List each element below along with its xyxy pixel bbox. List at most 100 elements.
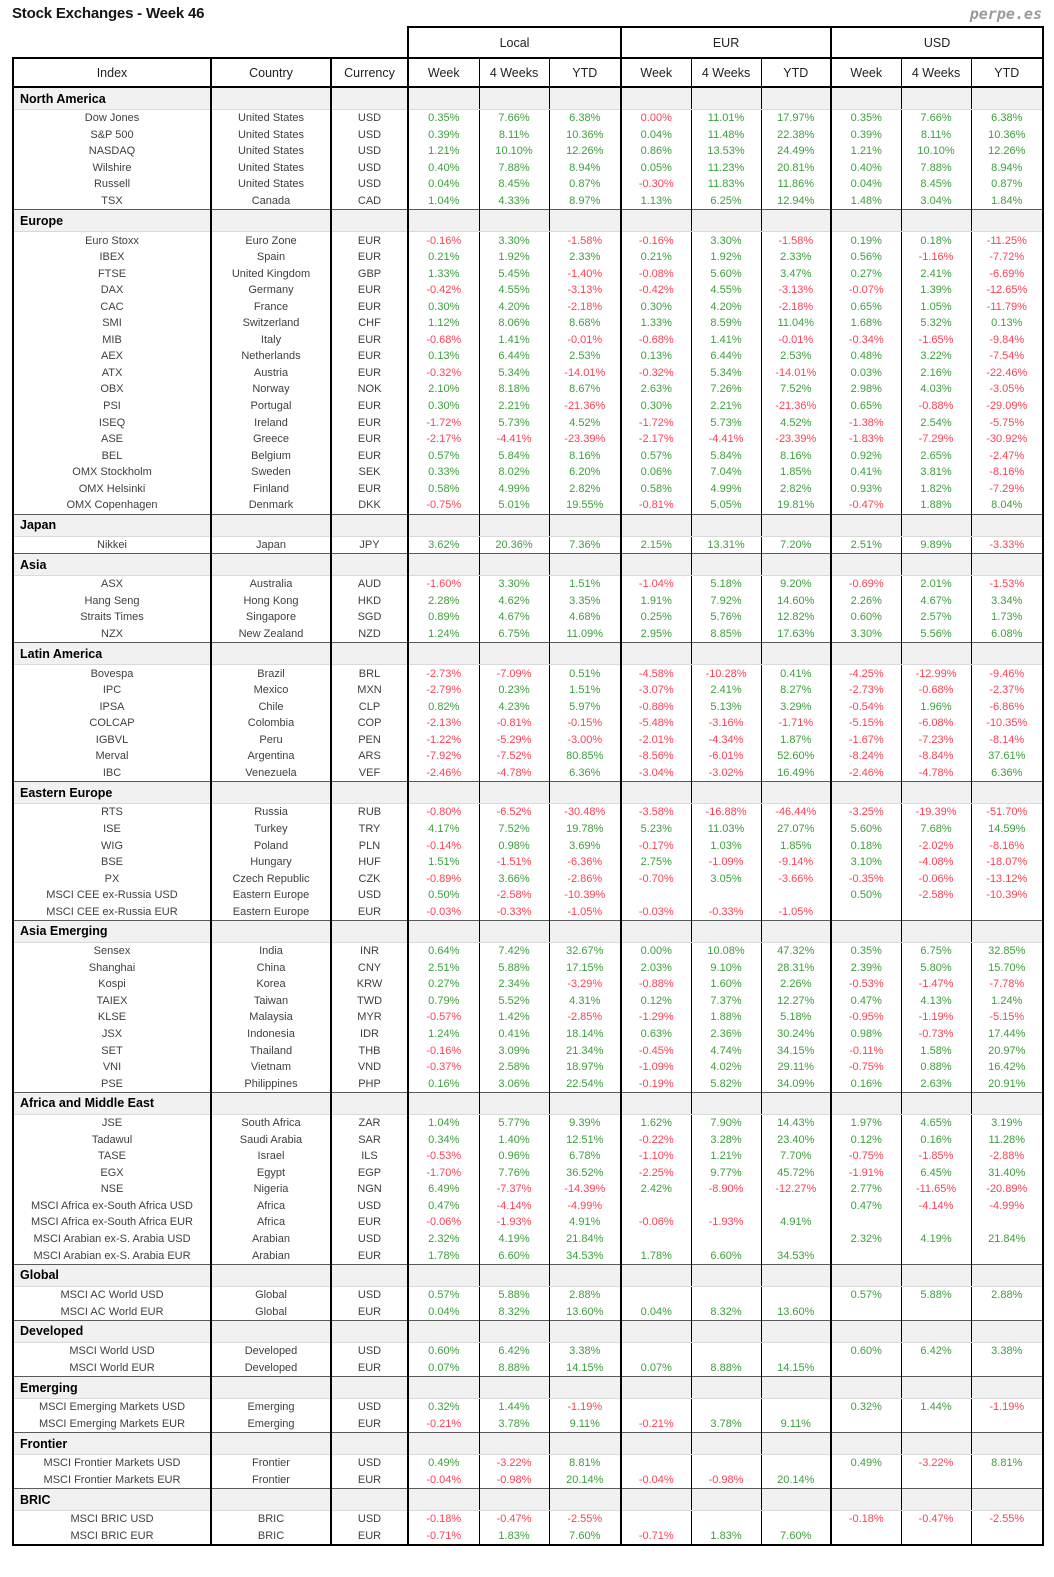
- country-cell: Germany: [211, 281, 332, 299]
- value-cell: 0.86%: [621, 143, 692, 160]
- value-cell: -0.06%: [621, 1214, 692, 1231]
- value-cell: -1.19%: [971, 1398, 1045, 1416]
- value-cell: -0.33%: [479, 903, 550, 921]
- value-cell: -1.19%: [901, 1009, 972, 1026]
- value-cell: 6.75%: [901, 942, 972, 960]
- section-row: Frontier: [12, 1432, 1045, 1456]
- section-cell: [621, 919, 692, 943]
- value-cell: -14.01%: [549, 364, 623, 382]
- section-row: Latin America: [12, 642, 1045, 666]
- value-cell: -0.75%: [408, 497, 480, 515]
- country-cell: Portugal: [211, 397, 332, 415]
- value-cell: 17.15%: [549, 959, 623, 977]
- value-cell: -8.16%: [971, 837, 1045, 854]
- currency-cell: MYR: [331, 1009, 410, 1026]
- index-cell: OMX Stockholm: [12, 463, 212, 481]
- value-cell: [621, 1286, 692, 1304]
- value-cell: 4.17%: [408, 820, 480, 838]
- index-cell: NASDAQ: [12, 143, 212, 160]
- value-cell: -0.68%: [901, 681, 972, 699]
- col-header-local-ytd: YTD: [549, 57, 623, 88]
- value-cell: 7.26%: [691, 381, 762, 398]
- value-cell: 2.41%: [901, 265, 972, 282]
- currency-cell: NZD: [331, 625, 410, 643]
- index-cell: MSCI Emerging Markets USD: [12, 1398, 212, 1416]
- value-cell: 0.25%: [621, 609, 692, 626]
- value-cell: 7.68%: [901, 820, 972, 838]
- value-cell: 11.09%: [549, 625, 623, 643]
- value-cell: 1.92%: [479, 248, 550, 266]
- value-cell: -0.54%: [831, 698, 902, 715]
- section-cell: [621, 781, 692, 805]
- section-cell: [831, 1263, 902, 1287]
- index-cell: PSI: [12, 397, 212, 415]
- value-cell: -21.36%: [761, 397, 833, 415]
- index-cell: TSX: [12, 192, 212, 210]
- country-cell: Frontier: [211, 1471, 332, 1489]
- value-cell: -1.09%: [621, 1058, 692, 1076]
- country-cell: Norway: [211, 381, 332, 398]
- value-cell: 1.39%: [901, 281, 972, 299]
- value-cell: -5.15%: [831, 714, 902, 732]
- value-cell: -29.09%: [971, 397, 1045, 415]
- value-cell: 3.29%: [761, 698, 833, 715]
- value-cell: -0.11%: [831, 1042, 902, 1059]
- value-cell: [901, 1247, 972, 1265]
- value-cell: -0.42%: [621, 281, 692, 299]
- value-cell: -1.70%: [408, 1164, 480, 1182]
- value-cell: 1.96%: [901, 698, 972, 715]
- value-cell: 5.18%: [691, 575, 762, 593]
- section-cell: [831, 1091, 902, 1115]
- index-cell: MSCI CEE ex-Russia USD: [12, 886, 212, 904]
- value-cell: [761, 1197, 833, 1215]
- section-cell: [761, 1376, 833, 1399]
- value-cell: [691, 1454, 762, 1472]
- table-row: Bovespa Brazil BRL -2.73% -7.09% 0.51% -4.58% -…: [12, 664, 1045, 682]
- value-cell: 9.20%: [761, 575, 833, 593]
- section-cell: [331, 86, 410, 110]
- value-cell: [901, 1359, 972, 1377]
- value-cell: 2.33%: [761, 248, 833, 266]
- value-cell: 5.56%: [901, 625, 972, 643]
- value-cell: 9.39%: [549, 1114, 623, 1132]
- table-row: MSCI BRIC EUR BRIC EUR -0.71% 1.83% 7.60% -0.7…: [12, 1527, 1045, 1547]
- section-cell: [408, 209, 480, 233]
- value-cell: 0.39%: [408, 126, 480, 144]
- value-cell: [901, 1303, 972, 1321]
- index-cell: IBEX: [12, 248, 212, 266]
- index-cell: MSCI CEE ex-Russia EUR: [12, 903, 212, 921]
- value-cell: 4.55%: [691, 281, 762, 299]
- section-cell: [331, 1091, 410, 1115]
- value-cell: -1.38%: [831, 414, 902, 431]
- value-cell: 4.02%: [691, 1058, 762, 1076]
- value-cell: 29.11%: [761, 1058, 833, 1076]
- value-cell: 0.89%: [408, 609, 480, 626]
- value-cell: 0.57%: [408, 1286, 480, 1304]
- col-header-currency: Currency: [331, 57, 410, 88]
- value-cell: [761, 1398, 833, 1416]
- value-cell: 3.38%: [971, 1342, 1045, 1360]
- country-cell: Developed: [211, 1359, 332, 1377]
- value-cell: 1.03%: [691, 837, 762, 854]
- value-cell: 13.60%: [549, 1303, 623, 1321]
- value-cell: 4.91%: [549, 1214, 623, 1231]
- section-cell: [831, 209, 902, 233]
- value-cell: 7.90%: [691, 1114, 762, 1132]
- currency-cell: CNY: [331, 959, 410, 977]
- value-cell: 0.57%: [831, 1286, 902, 1304]
- value-cell: -1.04%: [621, 575, 692, 593]
- value-cell: -0.57%: [408, 1009, 480, 1026]
- value-cell: 1.48%: [831, 192, 902, 210]
- value-cell: [761, 1286, 833, 1304]
- value-cell: 2.57%: [901, 609, 972, 626]
- value-cell: 0.27%: [408, 976, 480, 993]
- table-row: S&P 500 United States USD 0.39% 8.11% 10.36% 0…: [12, 126, 1045, 144]
- value-cell: -4.34%: [691, 731, 762, 749]
- table-row: MSCI AC World EUR Global EUR 0.04% 8.32% 13.6…: [12, 1303, 1045, 1321]
- value-cell: -0.21%: [408, 1415, 480, 1433]
- table-row: RTS Russia RUB -0.80% -6.52% -30.48% -3.58% -16…: [12, 803, 1045, 821]
- value-cell: 34.09%: [761, 1075, 833, 1093]
- section-cell: [901, 1488, 972, 1512]
- value-cell: 8.81%: [971, 1454, 1045, 1472]
- value-cell: 2.21%: [479, 397, 550, 415]
